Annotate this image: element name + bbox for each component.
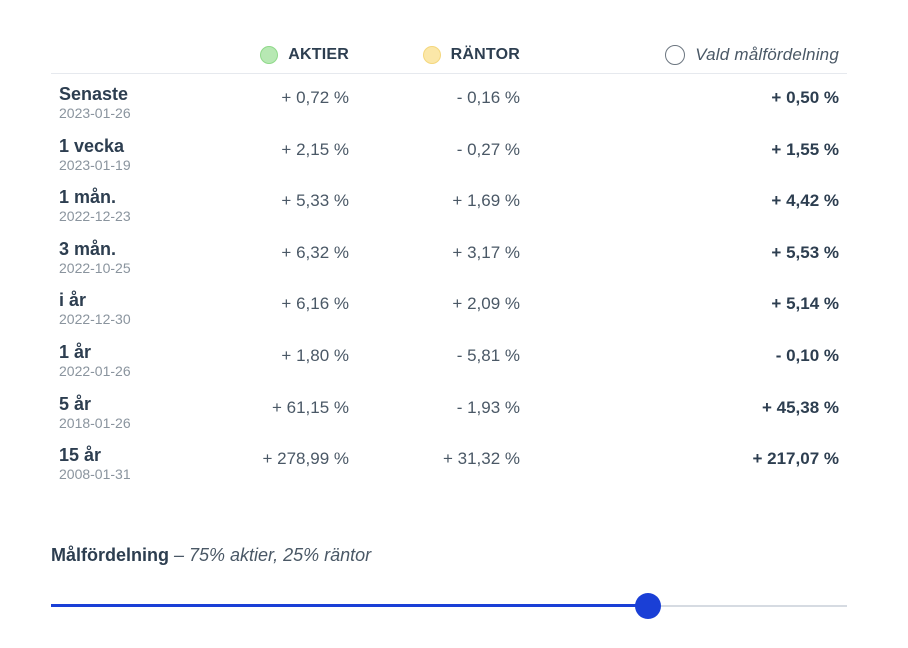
vald-value: + 1,55 % bbox=[771, 139, 839, 159]
period-date: 2022-12-30 bbox=[59, 311, 131, 328]
table-body: Senaste 2023-01-26 + 0,72 % - 0,16 % + 0… bbox=[51, 74, 847, 487]
period-date: 2022-12-23 bbox=[59, 208, 131, 225]
period-label: 3 mån. bbox=[59, 238, 117, 259]
period-label: 5 år bbox=[59, 393, 92, 414]
column-header-aktier-label: AKTIER bbox=[288, 46, 349, 63]
rantor-value: - 0,27 % bbox=[456, 139, 520, 159]
rantor-value: - 0,16 % bbox=[456, 88, 520, 107]
period-date: 2018-01-26 bbox=[59, 414, 131, 431]
rantor-value: + 2,09 % bbox=[452, 294, 520, 314]
period-label: 15 år bbox=[59, 445, 102, 466]
vald-value: + 5,14 % bbox=[771, 294, 839, 314]
slider-fill bbox=[51, 604, 648, 607]
aktier-value: + 5,33 % bbox=[281, 191, 349, 211]
period-date: 2022-01-26 bbox=[59, 362, 131, 379]
allocation-caption: Målfördelning – 75% aktier, 25% räntor bbox=[51, 545, 371, 566]
allocation-title: Målfördelning bbox=[51, 545, 169, 565]
column-header-rantor: RÄNTOR bbox=[422, 44, 520, 66]
table-row: 3 mån. 2022-10-25 + 6,32 % + 3,17 % + 5,… bbox=[51, 229, 847, 281]
table-row: 1 år 2022-01-26 + 1,80 % - 5,81 % - 0,10… bbox=[51, 332, 847, 384]
period-date: 2023-01-19 bbox=[59, 156, 131, 173]
table-row: 15 år 2008-01-31 + 278,99 % + 31,32 % + … bbox=[51, 435, 847, 487]
rantor-value: - 5,81 % bbox=[456, 345, 520, 365]
vald-value: + 217,07 % bbox=[752, 449, 840, 469]
period-label: Senaste bbox=[59, 84, 129, 104]
aktier-value: + 278,99 % bbox=[262, 449, 350, 469]
aktier-value: + 6,32 % bbox=[281, 242, 349, 262]
table-row: 1 mån. 2022-12-23 + 5,33 % + 1,69 % + 4,… bbox=[51, 177, 847, 229]
rantor-value: - 1,93 % bbox=[456, 397, 520, 417]
yellow-dot-icon bbox=[422, 46, 441, 64]
rantor-value: + 3,17 % bbox=[452, 242, 520, 262]
aktier-value: + 0,72 % bbox=[281, 88, 349, 107]
vald-value: + 5,53 % bbox=[771, 242, 839, 262]
table-row: 5 år 2018-01-26 + 61,15 % - 1,93 % + 45,… bbox=[51, 384, 847, 436]
aktier-value: + 6,16 % bbox=[281, 294, 349, 314]
vald-value: + 0,50 % bbox=[771, 88, 839, 107]
vald-value: - 0,10 % bbox=[775, 345, 839, 365]
returns-table: AKTIER RÄNTOR Vald målfördelning Senaste… bbox=[51, 38, 847, 487]
period-date: 2023-01-26 bbox=[59, 105, 131, 121]
table-row: Senaste 2023-01-26 + 0,72 % - 0,16 % + 0… bbox=[51, 74, 847, 126]
slider-handle[interactable] bbox=[635, 593, 661, 619]
allocation-description: – 75% aktier, 25% räntor bbox=[169, 545, 372, 565]
table-row: 1 vecka 2023-01-19 + 2,15 % - 0,27 % + 1… bbox=[51, 126, 847, 178]
table-row: i år 2022-12-30 + 6,16 % + 2,09 % + 5,14… bbox=[51, 280, 847, 332]
column-header-vald: Vald målfördelning bbox=[665, 44, 839, 66]
column-header-aktier: AKTIER bbox=[260, 44, 349, 66]
period-label: 1 mån. bbox=[59, 187, 117, 208]
allocation-slider[interactable] bbox=[51, 592, 847, 620]
period-label: 1 vecka bbox=[59, 135, 125, 156]
table-header: AKTIER RÄNTOR Vald målfördelning bbox=[51, 38, 847, 74]
period-date: 2008-01-31 bbox=[59, 466, 131, 483]
vald-value: + 4,42 % bbox=[771, 191, 839, 211]
rantor-value: + 31,32 % bbox=[442, 449, 520, 469]
period-label: i år bbox=[59, 290, 87, 311]
vald-value: + 45,38 % bbox=[761, 397, 839, 417]
empty-circle-icon bbox=[665, 45, 686, 65]
rantor-value: + 1,69 % bbox=[452, 191, 520, 211]
aktier-value: + 61,15 % bbox=[271, 397, 349, 417]
aktier-value: + 2,15 % bbox=[281, 139, 349, 159]
column-header-vald-label: Vald målfördelning bbox=[695, 45, 839, 64]
period-label: 1 år bbox=[59, 341, 92, 362]
period-date: 2022-10-25 bbox=[59, 259, 131, 276]
aktier-value: + 1,80 % bbox=[281, 345, 349, 365]
green-dot-icon bbox=[260, 46, 279, 64]
column-header-rantor-label: RÄNTOR bbox=[450, 46, 520, 63]
